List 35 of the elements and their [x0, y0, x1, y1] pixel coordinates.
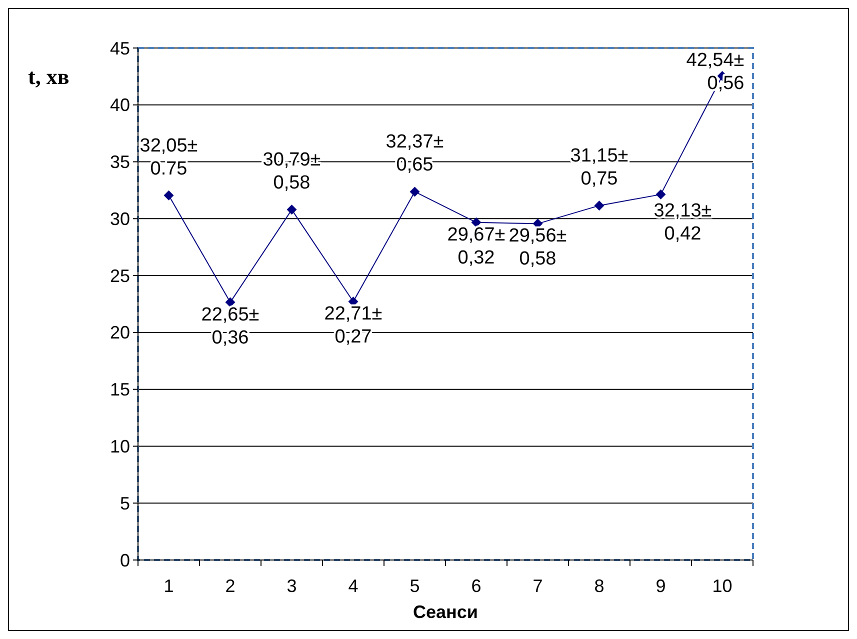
- x-tick-label: 4: [348, 576, 358, 596]
- data-label: 29,56± 0,58: [508, 226, 567, 270]
- point: [410, 186, 420, 197]
- point: [471, 217, 482, 228]
- y-tick-label: 5: [120, 493, 130, 514]
- x-tick-label: 10: [712, 576, 732, 596]
- x-axis-title: Сеанси: [413, 602, 478, 622]
- data-label: 29,67± 0,32: [447, 224, 506, 268]
- x-tick-label: 5: [410, 576, 420, 596]
- point: [594, 200, 604, 211]
- y-axis-title: t, хв: [28, 64, 70, 89]
- point: [286, 204, 297, 215]
- y-tick-label: 45: [110, 38, 130, 58]
- y-tick-label: 25: [110, 266, 130, 286]
- y-tick-label: 40: [110, 95, 130, 116]
- x-tick-label: 1: [164, 576, 174, 596]
- y-tick-label: 0: [120, 550, 130, 570]
- x-tick-label: 3: [286, 576, 297, 596]
- x-tick-label: 6: [471, 576, 482, 596]
- x-tick-label: 7: [532, 576, 543, 596]
- x-tick-label: 9: [656, 576, 666, 596]
- point: [225, 297, 236, 308]
- point: [164, 190, 174, 200]
- y-tick-label: 30: [110, 208, 130, 229]
- y-tick-label: 15: [110, 380, 130, 400]
- data-label: 22,65± 0,36: [201, 304, 260, 348]
- x-tick-label: 2: [225, 576, 236, 596]
- data-label: 32,13± 0,42: [654, 200, 712, 244]
- data-label: 22,71± 0,27: [324, 304, 382, 348]
- point: [656, 189, 666, 200]
- x-tick-label: 8: [594, 576, 604, 596]
- y-tick-label: 20: [110, 322, 130, 343]
- data-label: 31,15± 0,75: [570, 146, 628, 190]
- y-tick-label: 10: [110, 436, 130, 457]
- y-tick-label: 35: [110, 152, 130, 172]
